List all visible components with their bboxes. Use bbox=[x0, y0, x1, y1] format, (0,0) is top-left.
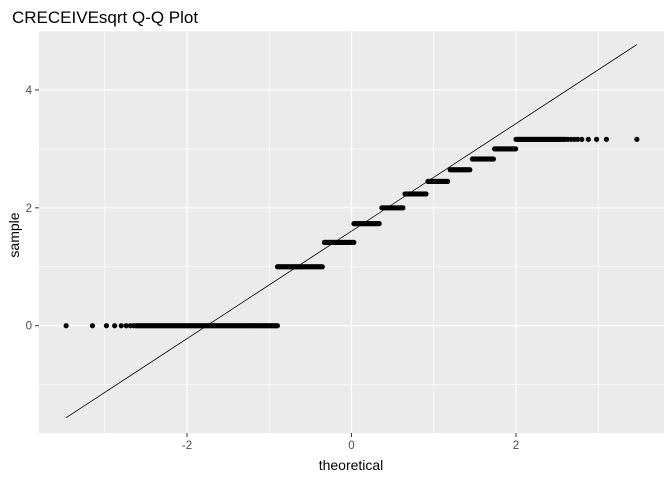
y-tick-label: 0 bbox=[26, 321, 32, 333]
data-point bbox=[579, 136, 585, 142]
y-axis-ticks: 0 2 4 bbox=[26, 85, 39, 333]
x-tick-label: 0 bbox=[348, 440, 354, 452]
data-point bbox=[490, 156, 496, 162]
data-point bbox=[585, 136, 591, 142]
data-point bbox=[112, 323, 118, 329]
data-point bbox=[603, 136, 610, 142]
data-point bbox=[130, 323, 137, 329]
data-point bbox=[351, 239, 357, 245]
reference-line-group bbox=[65, 44, 638, 419]
data-point bbox=[103, 323, 110, 329]
y-tick-label: 4 bbox=[26, 85, 33, 97]
data-point bbox=[634, 136, 640, 142]
major-gridlines bbox=[39, 31, 664, 433]
y-tick-label: 2 bbox=[26, 203, 32, 215]
data-point bbox=[274, 323, 280, 329]
data-point bbox=[513, 146, 519, 152]
x-tick-label: 2 bbox=[513, 440, 519, 452]
data-point bbox=[319, 264, 325, 270]
data-point bbox=[575, 136, 581, 142]
data-point bbox=[593, 136, 600, 142]
data-points bbox=[63, 136, 640, 329]
y-axis-label: sample bbox=[6, 212, 22, 257]
x-axis-label: theoretical bbox=[319, 457, 384, 473]
data-point bbox=[445, 178, 451, 184]
data-point bbox=[123, 323, 129, 329]
chart-title: CRECEIVEsqrt Q-Q Plot bbox=[12, 8, 198, 27]
data-point bbox=[118, 323, 124, 329]
x-axis-ticks: -2 0 2 bbox=[182, 433, 519, 452]
data-point bbox=[467, 167, 473, 173]
data-point bbox=[400, 205, 406, 211]
data-point bbox=[89, 323, 96, 329]
x-tick-label: -2 bbox=[182, 440, 192, 452]
reference-line bbox=[65, 44, 638, 419]
data-point bbox=[423, 191, 429, 197]
data-point bbox=[63, 323, 69, 329]
data-point bbox=[376, 221, 382, 227]
